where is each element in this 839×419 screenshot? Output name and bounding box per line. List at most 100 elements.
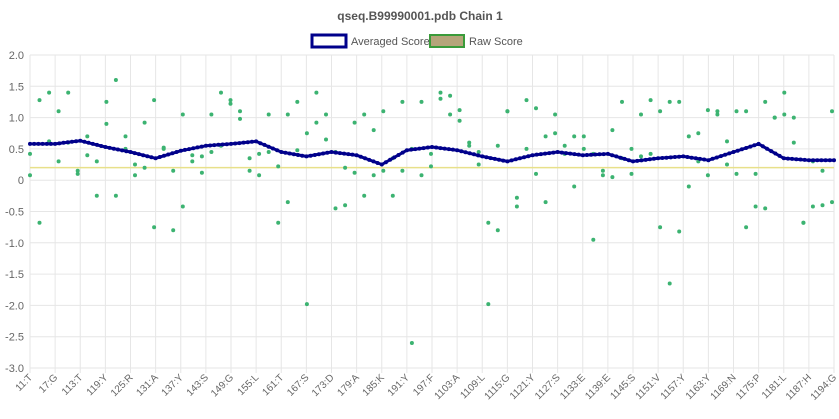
averaged-score-point[interactable] [413, 147, 418, 152]
averaged-score-point[interactable] [241, 140, 246, 145]
averaged-score-point[interactable] [681, 154, 686, 159]
raw-score-point[interactable] [553, 131, 558, 136]
raw-score-point[interactable] [534, 106, 538, 111]
raw-score-point[interactable] [534, 171, 538, 176]
raw-score-point[interactable] [219, 90, 223, 95]
raw-score-point[interactable] [276, 220, 281, 225]
averaged-score-point[interactable] [333, 150, 338, 155]
raw-score-point[interactable] [161, 145, 166, 150]
averaged-score-point[interactable] [48, 141, 53, 146]
raw-score-point[interactable] [448, 112, 453, 117]
averaged-score-point[interactable] [103, 145, 108, 149]
averaged-score-point[interactable] [693, 156, 698, 161]
averaged-score-point[interactable] [371, 159, 376, 164]
raw-score-point[interactable] [801, 220, 806, 225]
raw-score-point[interactable] [266, 112, 271, 117]
averaged-score-point[interactable] [425, 145, 430, 150]
averaged-score-point[interactable] [212, 143, 217, 148]
raw-score-point[interactable] [429, 151, 433, 156]
raw-score-point[interactable] [495, 143, 500, 148]
averaged-score-point[interactable] [170, 151, 175, 156]
averaged-score-point[interactable] [53, 141, 58, 146]
raw-score-point[interactable] [467, 143, 472, 148]
raw-score-point[interactable] [639, 112, 643, 117]
averaged-score-point[interactable] [153, 156, 158, 161]
raw-score-point[interactable] [209, 112, 214, 117]
averaged-score-point[interactable] [832, 158, 836, 163]
raw-score-point[interactable] [830, 109, 834, 114]
raw-score-point[interactable] [285, 112, 290, 117]
averaged-score-point[interactable] [421, 146, 426, 151]
averaged-score-point[interactable] [760, 144, 765, 149]
averaged-score-point[interactable] [513, 157, 518, 162]
averaged-score-point[interactable] [120, 148, 125, 153]
averaged-score-point[interactable] [296, 153, 300, 157]
averaged-score-point[interactable] [220, 142, 225, 147]
averaged-score-point[interactable] [547, 151, 552, 156]
raw-score-point[interactable] [791, 140, 796, 145]
raw-score-point[interactable] [113, 78, 118, 82]
raw-score-point[interactable] [228, 98, 233, 103]
averaged-score-point[interactable] [162, 153, 166, 158]
raw-score-point[interactable] [696, 131, 701, 136]
raw-score-point[interactable] [37, 220, 42, 225]
raw-score-point[interactable] [686, 134, 691, 139]
averaged-score-point[interactable] [375, 161, 380, 165]
averaged-score-point[interactable] [208, 143, 213, 148]
averaged-score-point[interactable] [266, 144, 271, 149]
raw-score-point[interactable] [314, 90, 319, 95]
averaged-score-point[interactable] [61, 140, 66, 145]
averaged-score-point[interactable] [329, 150, 334, 154]
raw-score-point[interactable] [362, 112, 367, 117]
averaged-score-point[interactable] [656, 156, 661, 161]
averaged-score-point[interactable] [136, 152, 141, 157]
averaged-score-point[interactable] [467, 151, 472, 156]
raw-score-point[interactable] [820, 168, 825, 173]
averaged-score-point[interactable] [124, 149, 129, 154]
averaged-score-point[interactable] [291, 152, 296, 157]
averaged-score-point[interactable] [660, 156, 665, 160]
raw-score-point[interactable] [715, 109, 720, 114]
averaged-score-point[interactable] [434, 145, 439, 150]
averaged-score-point[interactable] [128, 150, 133, 154]
averaged-score-point[interactable] [237, 141, 242, 146]
raw-score-point[interactable] [600, 168, 605, 173]
raw-score-point[interactable] [486, 302, 491, 307]
averaged-score-point[interactable] [187, 147, 192, 152]
averaged-score-point[interactable] [492, 156, 497, 161]
averaged-score-point[interactable] [698, 156, 702, 161]
averaged-score-point[interactable] [576, 152, 581, 157]
averaged-score-point[interactable] [182, 147, 187, 152]
averaged-score-point[interactable] [677, 154, 682, 159]
raw-score-point[interactable] [257, 151, 262, 156]
averaged-score-point[interactable] [166, 152, 171, 157]
averaged-score-point[interactable] [245, 140, 250, 145]
raw-score-point[interactable] [362, 193, 367, 198]
raw-score-point[interactable] [104, 121, 109, 126]
legend[interactable]: Averaged Score Raw Score [310, 33, 523, 49]
raw-score-point[interactable] [199, 154, 204, 159]
averaged-score-point[interactable] [99, 144, 104, 148]
averaged-score-point[interactable] [262, 142, 267, 147]
averaged-score-point[interactable] [647, 157, 652, 162]
raw-score-point[interactable] [238, 116, 242, 121]
averaged-score-point[interactable] [769, 149, 774, 154]
averaged-score-point[interactable] [249, 139, 254, 144]
averaged-score-point[interactable] [383, 160, 388, 165]
raw-score-point[interactable] [734, 109, 739, 114]
averaged-score-point[interactable] [476, 153, 481, 158]
raw-score-point[interactable] [66, 90, 71, 95]
averaged-score-point[interactable] [827, 158, 832, 163]
legend-item-averaged[interactable]: Averaged Score [310, 33, 430, 49]
raw-score-point[interactable] [113, 193, 118, 198]
averaged-score-point[interactable] [664, 155, 669, 160]
raw-score-point[interactable] [171, 168, 176, 173]
raw-score-point[interactable] [238, 109, 242, 114]
raw-score-point[interactable] [381, 168, 386, 173]
averaged-score-point[interactable] [65, 140, 70, 145]
raw-score-point[interactable] [830, 200, 834, 205]
averaged-score-point[interactable] [199, 144, 204, 149]
averaged-score-point[interactable] [132, 151, 137, 156]
raw-score-point[interactable] [543, 200, 548, 205]
raw-score-point[interactable] [543, 134, 548, 139]
